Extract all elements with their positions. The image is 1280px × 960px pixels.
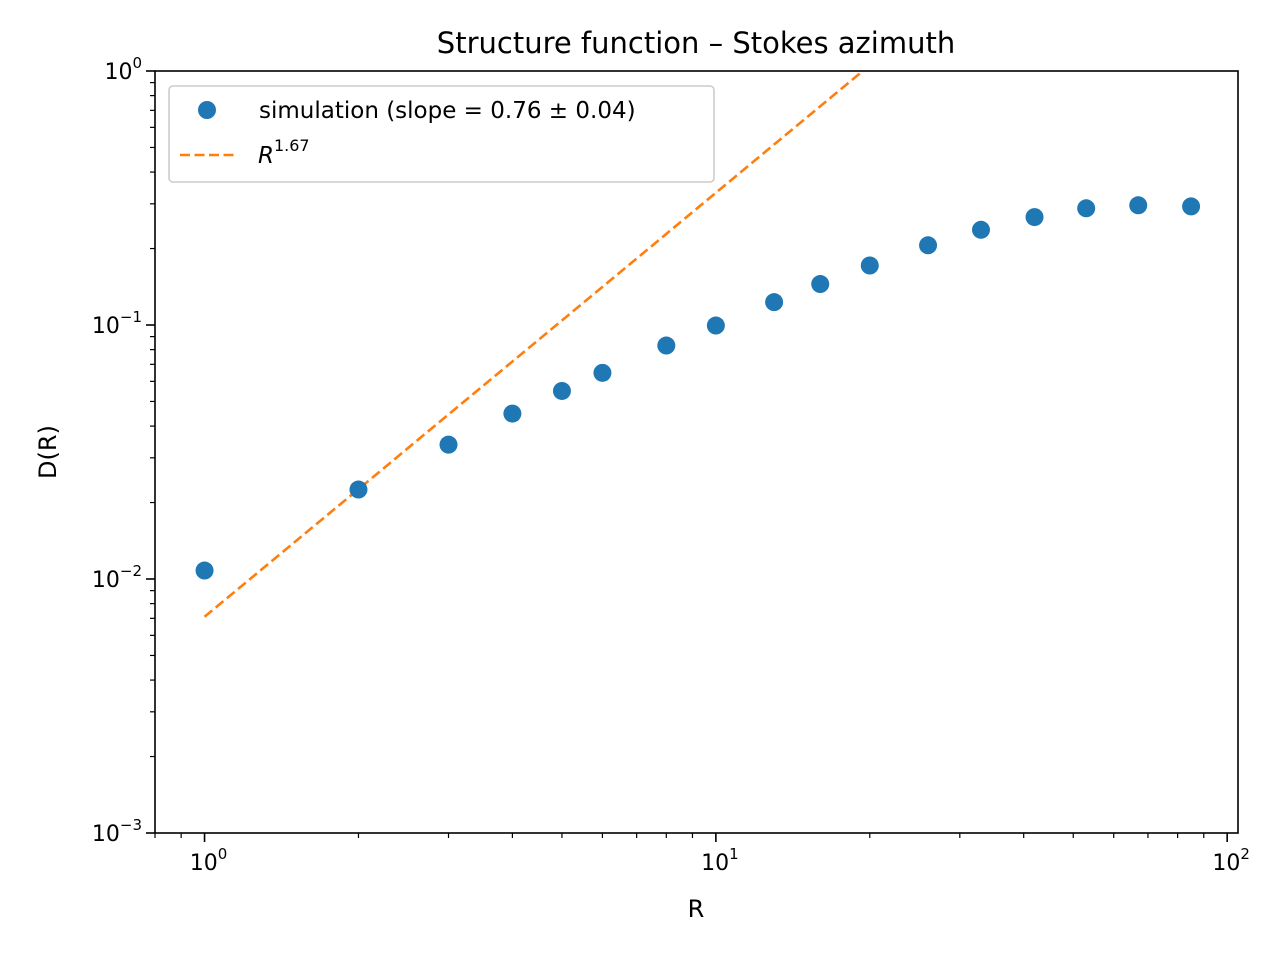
data-point (706, 316, 725, 335)
data-point (439, 435, 458, 454)
power-law-line (203, 71, 864, 618)
legend-label-power-law-base: R (258, 143, 274, 169)
y-tick-label-exp: −1 (120, 308, 142, 326)
x-tick-label: 101 (701, 845, 739, 876)
data-point (765, 293, 784, 312)
data-point (860, 256, 879, 275)
minor-ticks (150, 82, 1205, 838)
y-tick-label: 10−2 (92, 562, 142, 593)
x-axis-label: R (688, 895, 705, 923)
chart-title: Structure function – Stokes azimuth (437, 26, 955, 60)
y-tick-label-exp: −3 (120, 816, 142, 834)
legend-label-simulation: simulation (slope = 0.76 ± 0.04) (259, 98, 636, 124)
y-axis-label: D(R) (34, 425, 62, 479)
data-point (971, 220, 990, 239)
y-tick-label-base: 10 (92, 314, 120, 339)
y-tick-label-base: 10 (92, 822, 120, 847)
legend-label-power-law: R1.67 (258, 136, 310, 169)
x-tick-label-exp: 1 (729, 845, 739, 863)
y-tick-label-exp: 0 (132, 54, 142, 72)
plot-frame (154, 70, 1239, 834)
data-point (1182, 197, 1201, 216)
legend-frame (168, 85, 715, 183)
y-tick-label-base: 10 (92, 568, 120, 593)
data-point (195, 561, 214, 580)
data-point (919, 236, 938, 255)
data-point (349, 480, 368, 499)
x-tick-label-base: 10 (190, 851, 218, 876)
y-tick-label: 10−3 (92, 816, 142, 847)
data-point (1077, 199, 1096, 218)
data-point (1025, 208, 1044, 227)
major-ticks (146, 70, 1228, 842)
data-point (503, 404, 522, 423)
x-tick-label-base: 10 (701, 851, 729, 876)
x-tick-label-exp: 2 (1240, 845, 1250, 863)
legend-marker-simulation (198, 101, 216, 119)
data-point (593, 363, 612, 382)
y-tick-label: 10−1 (92, 308, 142, 339)
series-layer (195, 71, 1201, 618)
data-point (811, 275, 830, 294)
x-tick-label: 102 (1212, 845, 1250, 876)
x-tick-label-base: 10 (1212, 851, 1240, 876)
data-point (1129, 196, 1148, 215)
legend: simulation (slope = 0.76 ± 0.04) R1.67 (168, 85, 715, 183)
y-tick-label: 100 (104, 54, 142, 85)
x-tick-label: 100 (190, 845, 228, 876)
data-point (657, 336, 676, 355)
y-tick-label-base: 10 (104, 60, 132, 85)
legend-label-power-law-exp: 1.67 (274, 136, 310, 155)
data-point (552, 381, 571, 400)
x-tick-label-exp: 0 (218, 845, 228, 863)
y-tick-label-exp: −2 (120, 562, 142, 580)
